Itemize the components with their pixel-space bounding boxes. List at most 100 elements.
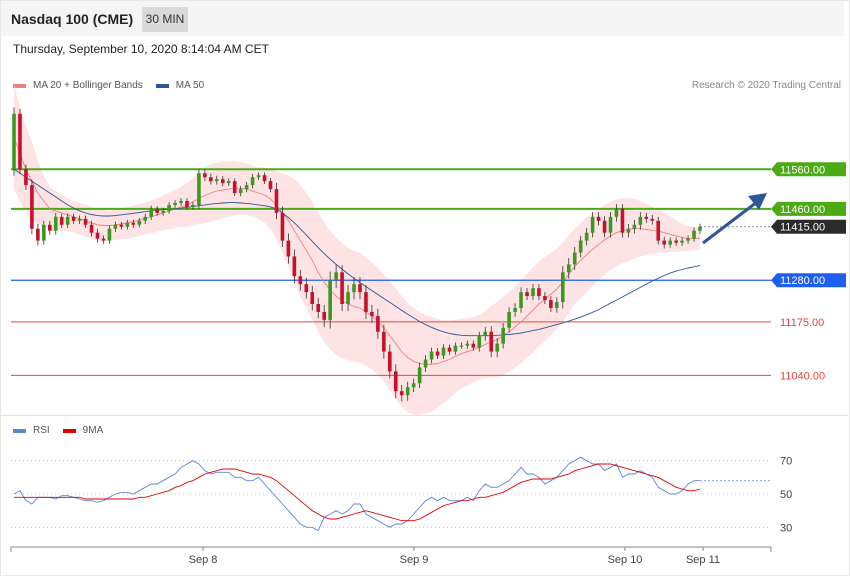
candle-body — [608, 216, 613, 233]
candle-body — [334, 272, 338, 281]
candle-body — [393, 371, 398, 392]
candle-body — [388, 351, 392, 372]
candle-body — [12, 113, 16, 170]
candle-body — [298, 276, 303, 285]
candle-body — [620, 208, 625, 233]
candle-body — [65, 216, 70, 225]
candle-body — [107, 228, 112, 241]
candle-body — [209, 177, 213, 182]
candle-body — [590, 216, 595, 233]
candle-body — [662, 240, 667, 245]
candle-body — [358, 284, 362, 293]
candle-body — [399, 391, 404, 396]
candle-body — [226, 181, 231, 184]
instrument-title: Nasdaq 100 (CME) — [11, 11, 134, 27]
candle-body — [519, 292, 523, 308]
candle-body — [531, 288, 535, 297]
timeframe-button[interactable]: 30 MIN — [142, 7, 188, 32]
candle-body — [692, 230, 696, 239]
candle-body — [71, 216, 76, 221]
candle-body — [155, 208, 159, 213]
ma9-swatch — [62, 428, 76, 433]
candle-body — [191, 204, 195, 207]
candle-body — [513, 307, 517, 312]
level-tag — [771, 219, 846, 234]
candle-body — [24, 169, 28, 186]
candle-body — [53, 216, 58, 231]
level-label-11040.00: 11040.00 — [780, 370, 825, 382]
panel-divider — [1, 415, 848, 416]
candle-body — [310, 292, 315, 305]
rsi-tick-label: 50 — [780, 489, 792, 501]
candle-body — [578, 240, 583, 253]
rsi-ma-line — [14, 463, 701, 522]
candle-body — [561, 272, 565, 303]
ma50-line — [13, 168, 701, 337]
candle-body — [376, 315, 380, 332]
candle-body — [262, 175, 267, 182]
ma20-line — [13, 137, 701, 365]
candle-body — [566, 264, 571, 273]
candle-body — [352, 284, 356, 293]
candle-body — [477, 335, 482, 348]
candle-body — [382, 331, 386, 352]
candle-body — [638, 216, 643, 225]
candle-body — [125, 222, 130, 227]
candle-body — [292, 256, 297, 277]
rsi-tick-label: 70 — [780, 456, 792, 468]
level-value: 11560.00 — [780, 164, 825, 176]
candle-body — [465, 343, 470, 346]
candle-body — [501, 327, 505, 344]
candle-body — [364, 292, 368, 312]
candle-body — [441, 347, 446, 356]
candle-body — [274, 189, 279, 213]
candle-body — [417, 367, 422, 384]
level-value: 11415.00 — [780, 222, 825, 234]
candle-body — [173, 202, 177, 205]
candle-body — [471, 343, 476, 348]
candle-body — [644, 216, 649, 219]
level-tag — [771, 201, 846, 216]
candle-body — [680, 240, 684, 243]
candle-body — [405, 387, 410, 396]
candle-body — [423, 359, 428, 368]
level-label-11175.00: 11175.00 — [780, 317, 824, 329]
candle-body — [674, 240, 678, 243]
candle-body — [316, 304, 321, 312]
candle-body — [495, 343, 499, 352]
candle-body — [280, 212, 285, 241]
candle-body — [77, 218, 82, 221]
candle-body — [632, 224, 637, 229]
level-tag — [771, 162, 846, 177]
candle-body — [572, 252, 577, 265]
level-label-11460.00: 11460.00 — [771, 201, 846, 216]
level-label-11280.00: 11280.00 — [771, 273, 846, 288]
candle-body — [47, 224, 52, 231]
ma20-legend-label: MA 20 + Bollinger Bands — [33, 80, 143, 91]
candle-body — [215, 179, 219, 182]
candle-body — [119, 224, 124, 227]
candle-body — [483, 331, 488, 336]
rsi-line — [13, 456, 700, 532]
candle-body — [340, 272, 344, 305]
candle-body — [185, 200, 189, 207]
level-value: 11040.00 — [780, 370, 825, 382]
rsi-legend-label: RSI — [33, 425, 50, 436]
rsi-tick-label: 30 — [780, 522, 792, 534]
x-tick-label: Sep 10 — [608, 554, 643, 566]
ma9-legend-label: 9MA — [82, 425, 104, 436]
candle-body — [101, 238, 106, 241]
candle-body — [459, 345, 464, 347]
ma50-legend-label: MA 50 — [175, 80, 205, 91]
ma50-swatch — [155, 83, 169, 88]
candle-body — [596, 216, 601, 221]
level-label-11415.00: 11415.00 — [771, 219, 846, 234]
candle-body — [453, 345, 458, 352]
candle-body — [489, 331, 494, 352]
candle-body — [507, 311, 511, 328]
candle-body — [83, 218, 88, 225]
candle-body — [161, 210, 165, 213]
candle-body — [220, 179, 225, 184]
rsi-swatch — [13, 428, 26, 433]
